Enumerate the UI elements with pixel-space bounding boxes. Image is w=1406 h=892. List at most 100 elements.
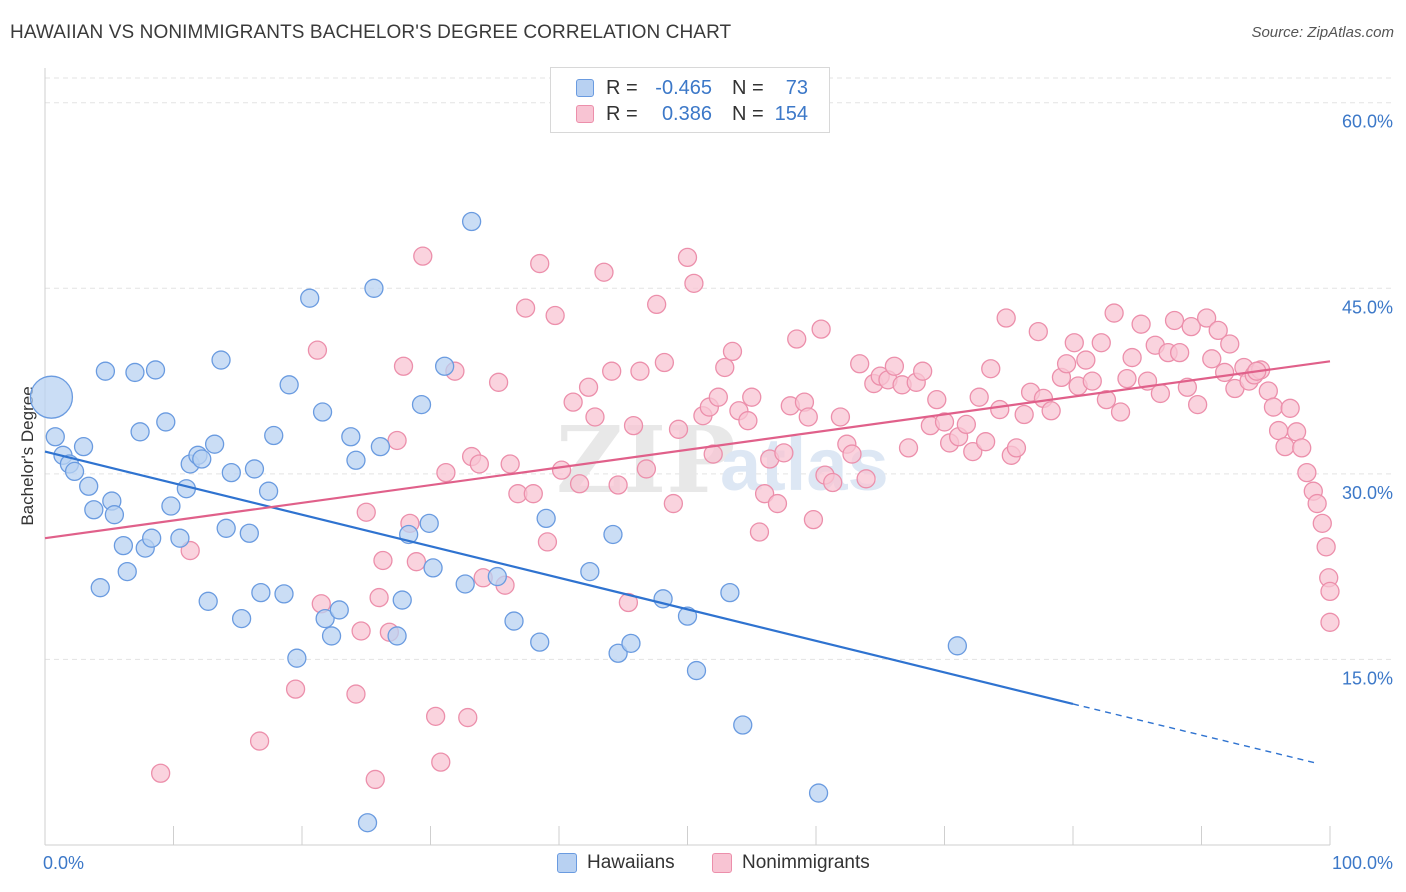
nonimmigrant-point [913, 361, 933, 381]
hawaiians-trend-extension [1072, 703, 1318, 765]
hawaiian-point [142, 528, 162, 548]
legend-row-hawaiians: R = -0.465 N = 73 [576, 76, 808, 100]
y-tick-label: 45.0% [1342, 297, 1393, 317]
hawaiian-point [530, 632, 550, 652]
legend-n-label: N = [732, 102, 764, 125]
nonimmigrant-point [803, 509, 824, 530]
nonimmigrant-point [413, 246, 433, 266]
hawaiian-point [580, 561, 600, 582]
hawaiian-point [329, 600, 349, 620]
hawaiian-point [274, 584, 294, 604]
nonimmigrant-point [458, 707, 478, 728]
nonimmigrant-point [708, 387, 728, 407]
bottom-legend-nonimmigrants: Nonimmigrants [712, 852, 870, 874]
nonimmigrant-point [787, 329, 807, 349]
nonimmigrant-point [647, 294, 667, 315]
hawaiian-point [434, 356, 455, 376]
nonimmigrant-point [677, 247, 698, 268]
hawaiian-point [95, 361, 116, 381]
nonimmigrant-point [436, 462, 456, 483]
hawaiian-point [231, 608, 252, 629]
nonimmigrant-point [630, 361, 650, 381]
hawaiian-point [808, 783, 829, 803]
nonimmigrant-point [1275, 437, 1295, 457]
hawaiian-point [621, 633, 641, 654]
hawaiian-point [411, 394, 432, 415]
hawaiian-point [536, 508, 556, 529]
legend-swatch-nonimmigrants [576, 105, 594, 123]
legend-r-label: R = [606, 76, 638, 99]
hawaiian-point [346, 450, 366, 470]
nonimmigrant-point [1280, 398, 1300, 418]
nonimmigrant-point [963, 441, 983, 462]
bottom-legend-label-hawaiians: Hawaiians [587, 852, 675, 873]
nonimmigrant-point [850, 354, 870, 374]
y-tick-label: 60.0% [1342, 112, 1393, 132]
nonimmigrants-trend-line [44, 360, 1331, 540]
legend-n-value: 154 [774, 102, 808, 125]
nonimmigrant-point [551, 460, 572, 480]
hawaiian-point [312, 402, 333, 422]
nonimmigrant-point [346, 684, 366, 704]
nonimmigrant-point [406, 552, 427, 572]
hawaiian-point [287, 648, 307, 668]
legend-r-value: 0.386 [661, 102, 712, 125]
nonimmigrant-point [996, 308, 1016, 328]
nonimmigrant-point [469, 454, 489, 474]
nonimmigrant-point [1292, 438, 1312, 458]
bottom-legend-swatch-hawaiians [557, 853, 577, 873]
hawaiian-point [357, 813, 378, 833]
nonimmigrant-point [798, 407, 818, 427]
hawaiian-point [603, 524, 623, 545]
bottom-legend-label-nonimmigrants: Nonimmigrants [742, 852, 870, 873]
hawaiian-point [733, 715, 753, 735]
hawaiian-point [198, 591, 218, 611]
nonimmigrant-point [1202, 349, 1222, 369]
hawaiian-point [170, 528, 190, 548]
y-tick-label: 15.0% [1342, 668, 1393, 688]
nonimmigrant-point [369, 587, 389, 608]
nonimmigrant-point [1320, 612, 1340, 632]
nonimmigrant-point [981, 359, 1001, 379]
hawaiian-point [370, 437, 391, 457]
nonimmigrant-point [830, 407, 851, 427]
nonimmigrant-point [537, 532, 558, 552]
nonimmigrant-point [856, 469, 876, 489]
nonimmigrant-point [898, 438, 919, 458]
nonimmigrant-point [1214, 362, 1235, 383]
nonimmigrant-point [842, 444, 862, 464]
hawaiians-series [29, 211, 967, 833]
nonimmigrant-point [1220, 334, 1240, 354]
nonimmigrant-point [594, 262, 614, 282]
nonimmigrant-point [1082, 371, 1102, 391]
nonimmigrant-point [668, 419, 689, 439]
bottom-legend-swatch-nonimmigrants [712, 853, 732, 873]
nonimmigrant-point [1307, 493, 1327, 514]
hawaiians-trend-line [44, 450, 1074, 706]
nonimmigrant-point [1164, 310, 1185, 331]
nonimmigrant-point [180, 540, 200, 561]
nonimmigrant-point [1041, 401, 1061, 421]
nonimmigrant-point [1091, 333, 1111, 353]
nonimmigrant-point [569, 474, 590, 494]
nonimmigrant-point [722, 341, 743, 362]
nonimmigrant-point [488, 372, 509, 392]
legend-swatch-hawaiians [576, 79, 594, 97]
nonimmigrant-point [1181, 317, 1201, 337]
hawaiian-point [221, 462, 241, 483]
nonimmigrant-point [578, 377, 599, 397]
nonimmigrant-point [1064, 333, 1084, 353]
nonimmigrant-point [545, 305, 565, 326]
nonimmigrant-point [749, 522, 770, 542]
y-axis-label: Bachelor's Degree [18, 386, 37, 525]
hawaiian-point [84, 500, 104, 520]
nonimmigrant-point [1286, 422, 1307, 442]
nonimmigrant-point [602, 361, 622, 381]
nonimmigrant-point [1117, 368, 1137, 389]
hawaiian-point [364, 278, 384, 298]
source-label: Source: ZipAtlas.com [1251, 24, 1394, 41]
nonimmigrant-point [1056, 354, 1077, 374]
nonimmigrant-point [563, 392, 583, 412]
hawaiian-point [608, 643, 628, 663]
hawaiian-point [321, 626, 342, 646]
